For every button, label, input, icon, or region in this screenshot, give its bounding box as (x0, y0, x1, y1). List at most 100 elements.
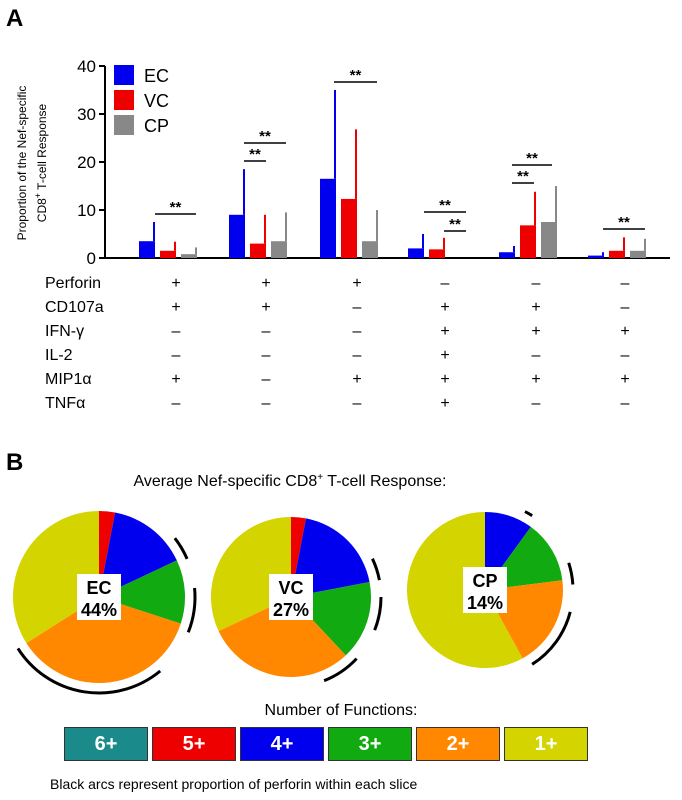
y-tick-label: 20 (77, 153, 96, 172)
function-cell: + (440, 395, 449, 412)
function-cell: – (621, 275, 630, 292)
significance-label: ** (618, 214, 630, 231)
function-cell: + (620, 371, 629, 388)
function-cell: + (171, 371, 180, 388)
significance-label: ** (170, 199, 182, 216)
function-cell: + (261, 275, 270, 292)
bar-cp-5 (541, 222, 557, 258)
function-cell: – (172, 323, 181, 340)
y-tick-label: 10 (77, 201, 96, 220)
function-legend-6: 6+ (64, 727, 148, 761)
perforin-arc (531, 611, 572, 666)
bar-ec-5 (499, 252, 515, 258)
perforin-arc (373, 596, 383, 631)
function-cell: + (440, 299, 449, 316)
bar-vc-5 (520, 225, 536, 258)
legend-label-ec: EC (144, 66, 169, 86)
function-cell: + (261, 299, 270, 316)
function-cell: + (352, 371, 361, 388)
bar-ec-2 (229, 214, 245, 258)
function-cell: – (353, 395, 362, 412)
bar-vc-4 (429, 249, 445, 258)
function-row-label: MIP1α (45, 371, 92, 388)
function-cell: – (262, 371, 271, 388)
function-cell: – (621, 299, 630, 316)
function-row-label: Perforin (45, 275, 101, 292)
pie-label-group: EC (86, 578, 111, 598)
pie-label-group: VC (278, 578, 303, 598)
bar-cp-3 (362, 241, 378, 258)
function-cell: – (621, 347, 630, 364)
function-row-label: CD107a (45, 299, 104, 316)
perforin-arc (173, 537, 189, 560)
bar-ec-6 (588, 255, 604, 258)
pie-label-box (463, 567, 507, 613)
function-legend-title: Number of Functions: (265, 702, 418, 719)
function-cell: + (171, 299, 180, 316)
legend-swatch-ec (114, 65, 134, 85)
function-row-label: IFN-γ (45, 323, 84, 340)
function-cell: – (262, 347, 271, 364)
pie-label-percent: 44% (81, 600, 117, 620)
function-row-label: IL-2 (45, 347, 73, 364)
function-legend-3: 3+ (328, 727, 412, 761)
perforin-arc (524, 510, 533, 517)
pie-label-group: CP (472, 571, 497, 591)
footnote: Black arcs represent proportion of perfo… (50, 776, 418, 792)
significance-label: ** (259, 128, 271, 145)
y-tick-label: 30 (77, 105, 96, 124)
function-cell: – (172, 347, 181, 364)
function-cell: – (532, 395, 541, 412)
function-cell: – (353, 299, 362, 316)
legend-label-vc: VC (144, 91, 169, 111)
significance-label: ** (449, 216, 461, 233)
function-row-label: TNFα (45, 395, 85, 412)
bar-ec-1 (139, 241, 155, 258)
significance-label: ** (350, 67, 362, 84)
function-cell: – (172, 395, 181, 412)
function-cell: – (532, 275, 541, 292)
bar-ec-3 (320, 178, 336, 258)
function-cell: – (621, 395, 630, 412)
function-cell: + (531, 299, 540, 316)
panel-b-title: Average Nef-specific CD8+ T-cell Respons… (134, 472, 447, 490)
pie-slice-vc-2plus (218, 597, 346, 678)
function-legend-1: 1+ (504, 727, 588, 761)
legend-swatch-cp (114, 115, 134, 135)
function-legend-4: 4+ (240, 727, 324, 761)
bar-vc-3 (341, 198, 357, 258)
function-cell: + (531, 323, 540, 340)
function-cell: – (441, 275, 450, 292)
bar-vc-6 (609, 250, 625, 258)
significance-label: ** (517, 168, 529, 185)
function-cell: + (531, 371, 540, 388)
perforin-arc (567, 562, 575, 585)
significance-label: ** (439, 197, 451, 214)
function-cell: + (352, 275, 361, 292)
pie-slice-ec-3plus (99, 560, 185, 624)
perforin-arc (371, 558, 381, 581)
pie-label-box (269, 574, 313, 620)
significance-label: ** (526, 150, 538, 167)
function-cell: + (440, 371, 449, 388)
bar-cp-6 (630, 250, 646, 258)
function-cell: – (353, 323, 362, 340)
legend-label-cp: CP (144, 116, 169, 136)
function-cell: + (171, 275, 180, 292)
function-cell: + (440, 323, 449, 340)
y-axis-label-line2: CD8+ T-cell Response (33, 103, 49, 222)
y-axis-label-line1: Proportion of the Nef-specific (15, 86, 29, 241)
perforin-arc (186, 587, 197, 633)
function-cell: – (353, 347, 362, 364)
function-legend-2: 2+ (416, 727, 500, 761)
function-cell: – (262, 323, 271, 340)
significance-label: ** (249, 146, 261, 163)
bar-cp-2 (271, 241, 287, 258)
bar-ec-4 (408, 248, 424, 258)
y-tick-label: 40 (77, 57, 96, 76)
perforin-arc (16, 647, 162, 695)
function-cell: + (440, 347, 449, 364)
legend-swatch-vc (114, 90, 134, 110)
perforin-arc (323, 657, 358, 683)
